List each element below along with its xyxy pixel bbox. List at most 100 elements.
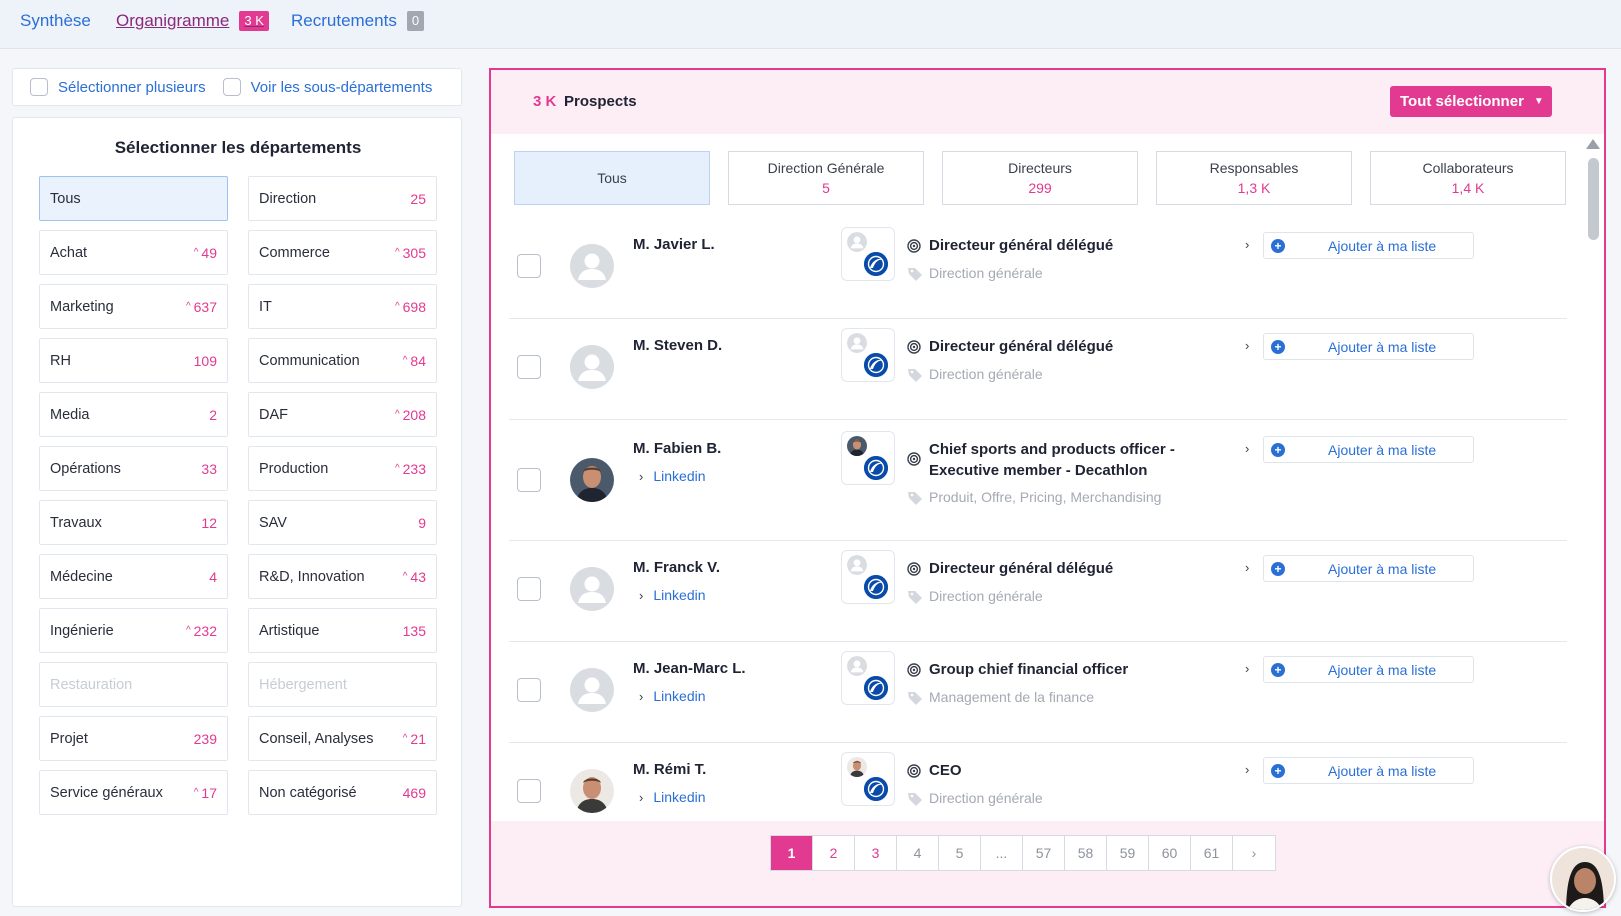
department-daf[interactable]: DAF ^ 208 [248, 392, 437, 437]
page-button[interactable]: 57 [1023, 836, 1065, 870]
decathlon-logo-icon [864, 575, 888, 599]
company-card[interactable] [841, 550, 895, 604]
page-button[interactable]: 60 [1149, 836, 1191, 870]
department-production[interactable]: Production ^ 233 [248, 446, 437, 491]
prospect-name[interactable]: M. Rémi T. [633, 761, 707, 778]
scroll-up-arrow-icon[interactable] [1586, 139, 1600, 149]
multi-select-checkbox[interactable] [30, 78, 48, 96]
level-tab-collaborateurs[interactable]: Collaborateurs 1,4 K [1370, 151, 1566, 205]
department-medecine[interactable]: Médecine 4 [39, 554, 228, 599]
linkedin-link[interactable]: › Linkedin [639, 789, 706, 805]
chevron-right-icon[interactable]: › [1245, 560, 1250, 575]
prospect-name[interactable]: M. Franck V. [633, 559, 720, 576]
department-service-generaux[interactable]: Service généraux ^ 17 [39, 770, 228, 815]
prospect-checkbox[interactable] [517, 355, 541, 379]
department-count: 2 [209, 407, 217, 423]
department-achat[interactable]: Achat ^ 49 [39, 230, 228, 275]
prospect-checkbox[interactable] [517, 577, 541, 601]
prospect-checkbox[interactable] [517, 468, 541, 492]
chevron-right-icon: › [639, 688, 644, 704]
level-tab-responsables[interactable]: Responsables 1,3 K [1156, 151, 1352, 205]
add-to-list-button[interactable]: + Ajouter à ma liste [1263, 555, 1474, 582]
page-button[interactable]: 3 [855, 836, 897, 870]
company-card[interactable] [841, 431, 895, 485]
company-card[interactable] [841, 328, 895, 382]
prospect-checkbox[interactable] [517, 779, 541, 803]
sub-departments-option[interactable]: Voir les sous-départements [222, 78, 432, 96]
department-marketing[interactable]: Marketing ^ 637 [39, 284, 228, 329]
tab-recrutements[interactable]: Recrutements 0 [291, 11, 425, 31]
option-label: Sélectionner plusieurs [58, 78, 206, 96]
prospect-checkbox[interactable] [517, 678, 541, 702]
add-to-list-button[interactable]: + Ajouter à ma liste [1263, 333, 1474, 360]
chevron-right-icon[interactable]: › [1245, 338, 1250, 353]
prospect-name[interactable]: M. Jean-Marc L. [633, 660, 746, 677]
department-count-value: 233 [402, 460, 426, 477]
prospect-row: M. Jean-Marc L. › Linkedin Group chief fina… [509, 642, 1567, 743]
small-avatar [847, 436, 867, 456]
department-sav[interactable]: SAV 9 [248, 500, 437, 545]
prospect-checkbox[interactable] [517, 254, 541, 278]
linkedin-link[interactable]: › Linkedin [639, 587, 706, 603]
prospect-name[interactable]: M. Fabien B. [633, 440, 722, 457]
sub-departments-checkbox[interactable] [222, 78, 241, 96]
linkedin-label: Linkedin [653, 468, 706, 484]
department-operations[interactable]: Opérations 33 [39, 446, 228, 491]
select-all-button[interactable]: Tout sélectionner ▼ [1390, 86, 1552, 117]
assistant-avatar[interactable] [1550, 846, 1616, 912]
linkedin-link[interactable]: › Linkedin [639, 688, 706, 704]
department-travaux[interactable]: Travaux 12 [39, 500, 228, 545]
department-count-value: 469 [402, 784, 426, 801]
chevron-right-icon[interactable]: › [1245, 661, 1250, 676]
prospect-name[interactable]: M. Javier L. [633, 236, 715, 253]
multi-select-option[interactable]: Sélectionner plusieurs [30, 78, 206, 96]
department-rh[interactable]: RH 109 [39, 338, 228, 383]
trend-up-icon: ^ [185, 625, 191, 636]
prospects-count: 3 K [533, 93, 557, 110]
tab-organigramme[interactable]: Organigramme 3 K [116, 11, 269, 31]
add-to-list-button[interactable]: + Ajouter à ma liste [1263, 232, 1474, 259]
department-communication[interactable]: Communication ^ 84 [248, 338, 437, 383]
tag-icon [907, 367, 923, 386]
department-commerce[interactable]: Commerce ^ 305 [248, 230, 437, 275]
page-button[interactable]: 2 [813, 836, 855, 870]
page-button[interactable]: 59 [1107, 836, 1149, 870]
department-it[interactable]: IT ^ 698 [248, 284, 437, 329]
chevron-right-icon[interactable]: › [1245, 441, 1250, 456]
department-r-d-innovation[interactable]: R&D, Innovation ^ 43 [248, 554, 437, 599]
page-button[interactable]: 4 [897, 836, 939, 870]
chevron-right-icon[interactable]: › [1245, 762, 1250, 777]
add-to-list-button[interactable]: + Ajouter à ma liste [1263, 757, 1474, 784]
scrollbar-thumb[interactable] [1588, 158, 1599, 240]
next-page-chevron-icon[interactable]: › [1251, 845, 1257, 861]
department-ingenierie[interactable]: Ingénierie ^ 232 [39, 608, 228, 653]
level-tab-directeurs[interactable]: Directeurs 299 [942, 151, 1138, 205]
department-count: ^ 21 [403, 731, 426, 747]
tab-synthese[interactable]: Synthèse [20, 11, 91, 31]
prospect-department: Direction générale [929, 366, 1043, 382]
page-button[interactable]: 58 [1065, 836, 1107, 870]
prospect-name[interactable]: M. Steven D. [633, 337, 723, 354]
department-label: RH [50, 352, 71, 369]
trend-up-icon: ^ [394, 301, 400, 312]
department-direction[interactable]: Direction 25 [248, 176, 437, 221]
department-media[interactable]: Media 2 [39, 392, 228, 437]
department-tous[interactable]: Tous [39, 176, 228, 221]
add-to-list-button[interactable]: + Ajouter à ma liste [1263, 656, 1474, 683]
department-artistique[interactable]: Artistique 135 [248, 608, 437, 653]
company-card[interactable] [841, 227, 895, 281]
page-button[interactable]: 1 [771, 836, 813, 870]
department-non-categorise[interactable]: Non catégorisé 469 [248, 770, 437, 815]
company-card[interactable] [841, 752, 895, 806]
level-tab-tous[interactable]: Tous [514, 151, 710, 205]
department-projet[interactable]: Projet 239 [39, 716, 228, 761]
company-card[interactable] [841, 651, 895, 705]
chevron-right-icon[interactable]: › [1245, 237, 1250, 252]
page-button[interactable]: 5 [939, 836, 981, 870]
add-to-list-button[interactable]: + Ajouter à ma liste [1263, 436, 1474, 463]
level-tab-direction-generale[interactable]: Direction Générale 5 [728, 151, 924, 205]
page-button[interactable]: 61 [1191, 836, 1233, 870]
department-conseil-analyses[interactable]: Conseil, Analyses ^ 21 [248, 716, 437, 761]
linkedin-link[interactable]: › Linkedin [639, 468, 706, 484]
trend-up-icon: ^ [185, 301, 191, 312]
